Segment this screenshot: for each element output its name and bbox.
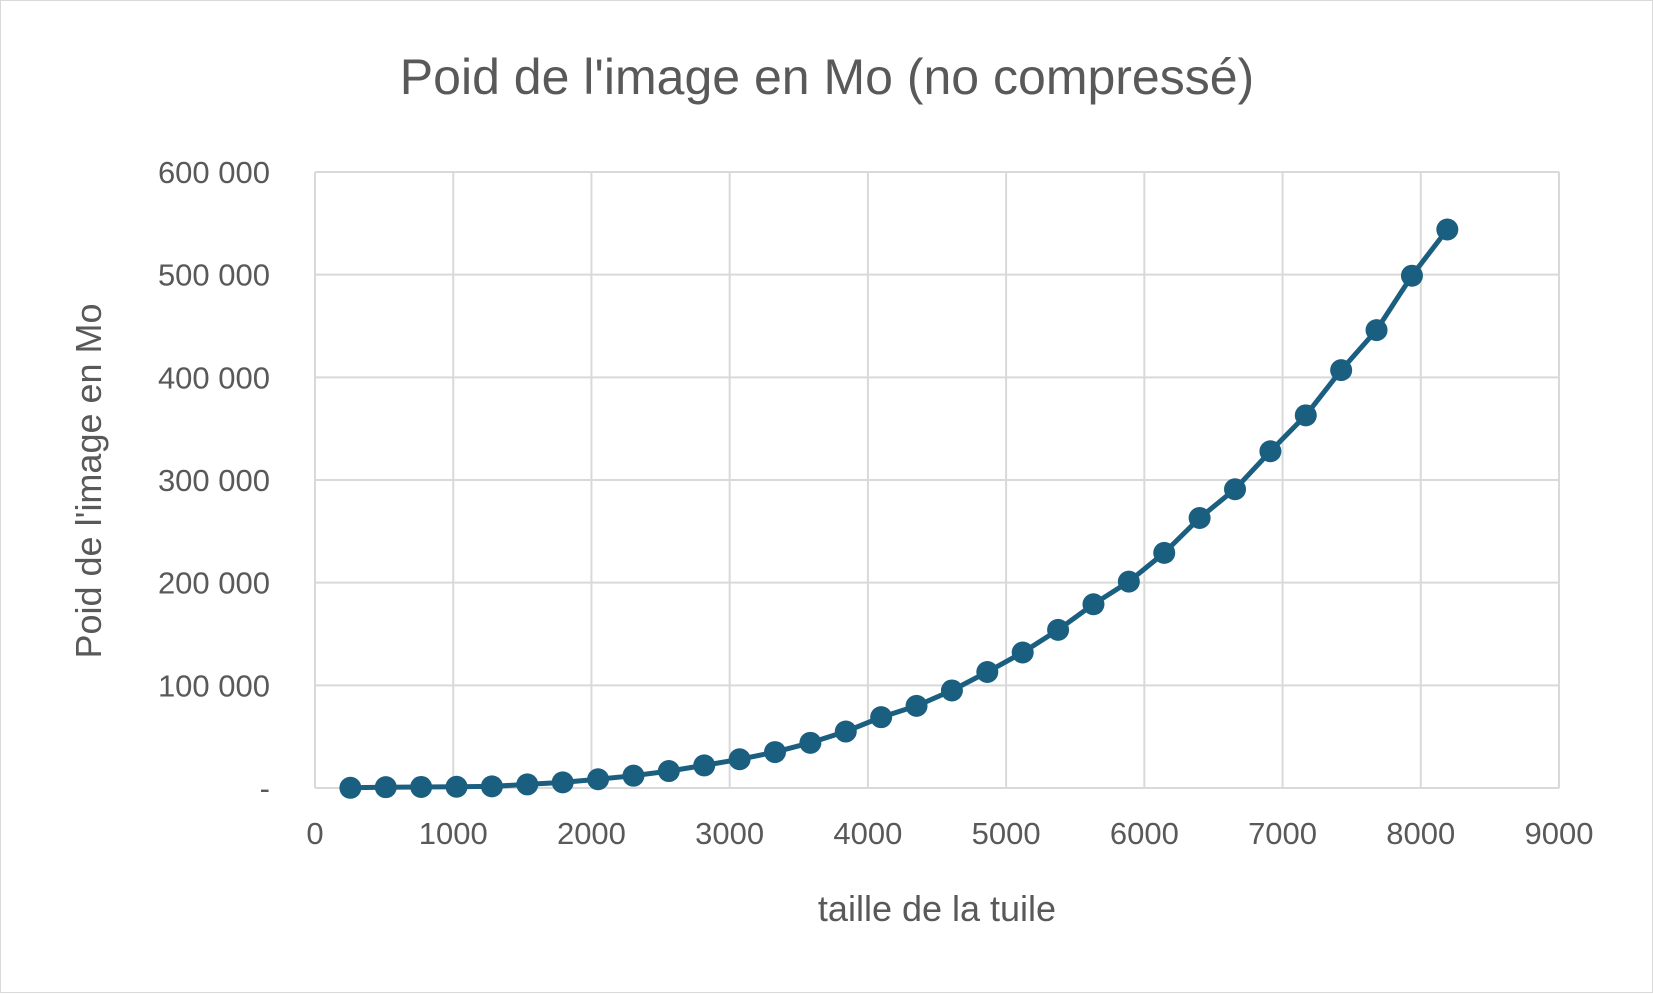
x-tick-label: 2000 xyxy=(557,816,626,851)
y-tick-label: 400 000 xyxy=(158,360,270,395)
y-tick-label: 200 000 xyxy=(158,566,270,601)
y-tick-label: 500 000 xyxy=(158,258,270,293)
data-point xyxy=(870,706,893,729)
data-point xyxy=(1330,359,1353,382)
data-point xyxy=(1047,618,1070,641)
data-point xyxy=(1188,506,1211,529)
data-point xyxy=(1082,593,1105,616)
data-point xyxy=(764,741,787,764)
chart-title: Poid de l'image en Mo (no compressé) xyxy=(400,49,1254,105)
data-point xyxy=(657,760,680,783)
x-tick-label: 7000 xyxy=(1248,816,1317,851)
x-tick-label: 9000 xyxy=(1525,816,1594,851)
data-point xyxy=(480,775,503,798)
data-point xyxy=(1365,319,1388,342)
data-point xyxy=(1259,440,1282,463)
data-point xyxy=(1294,404,1317,427)
x-tick-labels: 0 1000 2000 3000 4000 5000 6000 7000 8000 9000 xyxy=(306,816,1593,851)
data-point xyxy=(1436,218,1459,241)
y-tick-labels: - 100 000 200 000 300 000 400 000 500 000 600 … xyxy=(158,155,270,806)
series-group xyxy=(339,218,1459,799)
data-point xyxy=(339,776,362,799)
data-point xyxy=(976,660,999,683)
x-tick-label: 6000 xyxy=(1110,816,1179,851)
y-gridlines xyxy=(315,171,1559,789)
data-point xyxy=(834,720,857,743)
x-tick-label: 5000 xyxy=(972,816,1041,851)
x-tick-label: 0 xyxy=(306,816,323,851)
data-point xyxy=(516,773,539,796)
data-point xyxy=(1011,641,1034,664)
data-point xyxy=(445,775,468,798)
y-tick-label: - xyxy=(260,771,270,806)
y-tick-label: 600 000 xyxy=(158,155,270,190)
data-point xyxy=(905,694,928,717)
x-tick-label: 1000 xyxy=(419,816,488,851)
data-point xyxy=(940,679,963,702)
y-axis-title: Poid de l'image en Mo xyxy=(68,303,109,658)
x-gridlines xyxy=(314,172,1560,789)
data-point xyxy=(587,768,610,791)
data-point xyxy=(1400,264,1423,287)
x-tick-label: 8000 xyxy=(1386,816,1455,851)
data-point xyxy=(1117,570,1140,593)
data-point xyxy=(1224,478,1247,501)
x-tick-label: 4000 xyxy=(833,816,902,851)
data-point xyxy=(799,731,822,754)
data-point xyxy=(1153,541,1176,564)
data-point xyxy=(728,748,751,771)
data-point xyxy=(374,776,397,799)
data-point xyxy=(410,775,433,798)
y-tick-label: 100 000 xyxy=(158,668,270,703)
data-point xyxy=(693,754,716,777)
data-point xyxy=(622,764,645,787)
x-tick-label: 3000 xyxy=(695,816,764,851)
data-point xyxy=(551,771,574,794)
y-tick-label: 300 000 xyxy=(158,463,270,498)
x-axis-title: taille de la tuile xyxy=(818,888,1056,929)
